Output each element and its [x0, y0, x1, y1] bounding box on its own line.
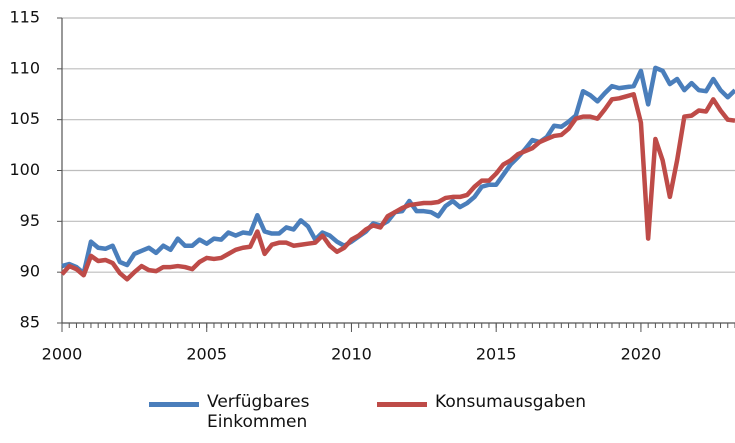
- y-tick-label: 90: [20, 262, 40, 281]
- y-tick-label: 110: [9, 58, 40, 77]
- y-tick-label: 100: [9, 160, 40, 179]
- legend-label: Verfügbares Einkommen: [207, 392, 310, 432]
- y-tick-label: 105: [9, 109, 40, 128]
- legend: Verfügbares Einkommen Konsumausgaben: [0, 392, 735, 432]
- x-tick-label: 2020: [621, 345, 662, 364]
- chart: 85 90 95 100 105 110 115 2000 2005 2010 2015 2020: [9, 8, 735, 364]
- y-tick-label: 95: [20, 211, 40, 230]
- y-tick-label: 115: [9, 8, 40, 27]
- x-tick-label: 2000: [42, 345, 83, 364]
- legend-label: Konsumausgaben: [435, 392, 586, 412]
- legend-swatch: [377, 402, 428, 407]
- x-tick-label: 2005: [186, 345, 227, 364]
- y-tick-label: 85: [20, 313, 40, 332]
- x-tick-label: 2015: [476, 345, 517, 364]
- series-line: [60, 92, 735, 282]
- legend-item: Verfügbares Einkommen: [149, 392, 337, 432]
- legend-item: Konsumausgaben: [377, 392, 586, 432]
- x-tick-label: 2010: [331, 345, 372, 364]
- legend-swatch: [149, 402, 200, 407]
